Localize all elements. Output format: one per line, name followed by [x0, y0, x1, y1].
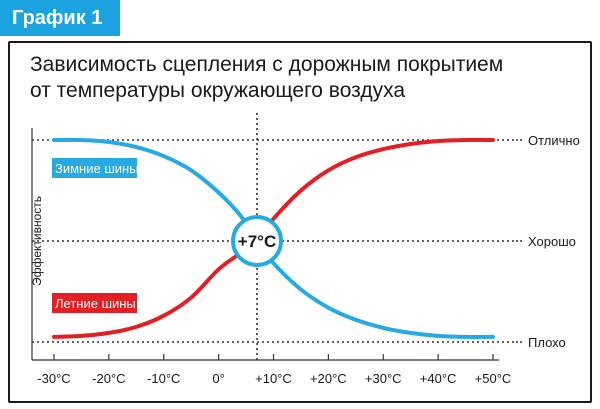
chart-frame [8, 41, 592, 403]
x-tick-label: +50°C [475, 371, 512, 386]
crossover-label: +7°C [238, 232, 276, 251]
chart-title-line-1: Зависимость сцепления с дорожным покрыти… [30, 53, 504, 76]
y-level-label: Хорошо [528, 234, 576, 249]
chart-number-badge: График 1 [0, 0, 120, 36]
x-tick-label: -20°C [92, 371, 125, 386]
x-tick-label: +30°C [365, 371, 402, 386]
chart-title-line-2: от температуры окружающего воздуха [30, 79, 406, 102]
y-level-label: Отлично [528, 133, 580, 148]
x-axis-ticks: -30°C -20°C -10°C 0° +10°C +20°C +30°C +40°C +50… [37, 354, 511, 386]
x-tick-label: -10°C [147, 371, 180, 386]
series-labels: Зимние шины Летние шины [52, 158, 139, 313]
crossover-circle [231, 215, 284, 267]
x-tick-label: +20°C [310, 371, 347, 386]
series-label-bg-0 [52, 158, 137, 178]
y-axis-label: Эффективность [30, 196, 44, 286]
crossover-marker: +7°C [231, 215, 284, 267]
x-tick-label: +10°C [255, 371, 292, 386]
series-label-0: Зимние шины [55, 161, 139, 176]
y-level-label: Плохо [528, 335, 566, 350]
x-tick-label: 0° [212, 371, 224, 386]
y-level-labels: Плохо Хорошо Отлично [512, 133, 580, 350]
series-label-1: Летние шины [55, 296, 136, 311]
x-tick-label: +40°C [420, 371, 457, 386]
chart-title: Зависимость сцепления с дорожным покрыти… [30, 52, 590, 104]
series-label-bg-1 [52, 293, 137, 313]
x-tick-label: -30°C [37, 371, 70, 386]
